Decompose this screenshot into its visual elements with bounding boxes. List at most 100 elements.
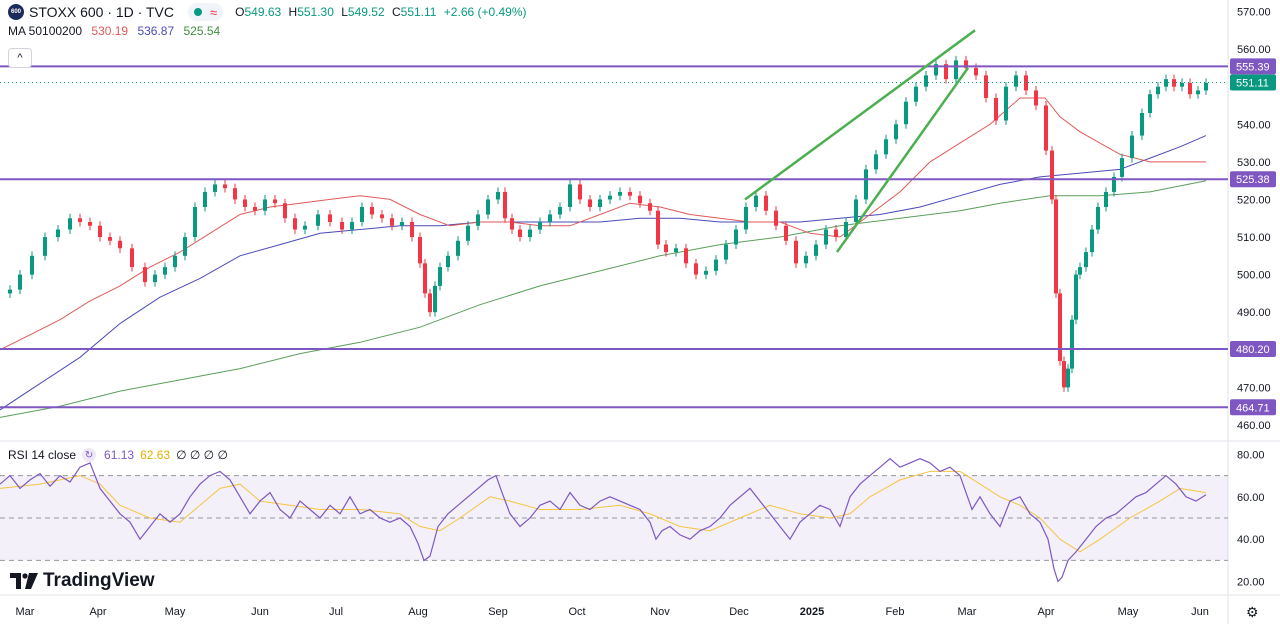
candle-body xyxy=(213,184,217,192)
trendline xyxy=(744,29,976,201)
candle-body xyxy=(390,218,394,226)
candle-body xyxy=(466,225,470,241)
candle-body xyxy=(118,240,122,249)
candle-body xyxy=(223,184,227,189)
candle-body xyxy=(1044,105,1048,151)
candle-body xyxy=(824,229,828,245)
candle-body xyxy=(193,206,197,238)
candle-body xyxy=(568,184,572,207)
candle-body xyxy=(648,203,652,211)
candle-body xyxy=(638,195,642,204)
candle-body xyxy=(844,222,848,238)
time-tick-label: Apr xyxy=(1037,606,1054,618)
rsi-tick-label: 80.00 xyxy=(1237,449,1265,461)
level-price-label: 555.39 xyxy=(1236,61,1270,73)
time-tick-label: Mar xyxy=(958,606,977,618)
candle-body xyxy=(694,263,698,275)
candle-body xyxy=(8,289,12,294)
candle-body xyxy=(714,259,718,271)
candle-body xyxy=(438,267,442,286)
symbol-title[interactable]: STOXX 600 · 1D · TVC xyxy=(29,4,174,20)
candle-body xyxy=(1188,82,1192,95)
candle-body xyxy=(854,199,858,222)
candle-body xyxy=(410,222,414,238)
candle-body xyxy=(684,248,688,264)
candle-body xyxy=(78,218,82,222)
ma200-value: 525.54 xyxy=(183,24,221,38)
candle-body xyxy=(476,214,480,226)
candle-body xyxy=(994,97,998,121)
candle-body xyxy=(328,214,332,222)
time-tick-label: Dec xyxy=(729,606,749,618)
rsi-settings-icon[interactable]: ↻ xyxy=(82,448,97,462)
candle-body xyxy=(1156,86,1160,95)
candle-body xyxy=(984,75,988,98)
level-price-tag xyxy=(1230,341,1276,358)
candle-body xyxy=(1148,94,1152,113)
candle-body xyxy=(964,60,968,68)
candle-body xyxy=(293,218,297,230)
candle-body xyxy=(1164,79,1168,87)
time-tick-label: Jul xyxy=(329,606,343,618)
candle-body xyxy=(1204,82,1208,91)
candle-body xyxy=(904,101,908,125)
candle-body xyxy=(934,64,938,76)
candle-body xyxy=(744,206,748,230)
candle-body xyxy=(400,222,404,226)
trendline xyxy=(835,67,970,253)
candle-body xyxy=(1172,79,1176,87)
candle-body xyxy=(1004,86,1008,121)
time-tick-label: 2025 xyxy=(800,606,824,618)
candle-body xyxy=(108,237,112,241)
price-tick-label: 510.00 xyxy=(1237,232,1271,244)
candle-body xyxy=(1066,368,1070,388)
candle-body xyxy=(486,199,490,215)
candle-body xyxy=(558,206,562,215)
candle-body xyxy=(724,244,728,260)
candle-body xyxy=(143,267,147,283)
candle-body xyxy=(794,240,798,264)
candle-body xyxy=(163,267,167,275)
price-tick-label: 470.00 xyxy=(1237,382,1271,394)
market-status-pill[interactable]: ≈ xyxy=(187,3,224,21)
candle-body xyxy=(30,255,34,275)
rsi-line xyxy=(0,457,1207,583)
candle-body xyxy=(340,222,344,230)
candle-body xyxy=(1070,319,1074,369)
rsi-label: RSI 14 close xyxy=(8,448,77,462)
ma100-value: 536.87 xyxy=(137,24,175,38)
candle-body xyxy=(68,218,72,230)
rsi-tick-label: 40.00 xyxy=(1237,534,1265,546)
candle-body xyxy=(153,274,157,283)
collapse-legend-button[interactable]: ^ xyxy=(8,48,32,68)
tradingview-logo[interactable]: TradingView xyxy=(10,570,155,592)
candle-body xyxy=(503,191,507,219)
candle-body xyxy=(664,244,668,253)
candle-body xyxy=(428,293,432,313)
settings-gear-icon[interactable]: ⚙ xyxy=(1246,604,1259,620)
candle-body xyxy=(1084,252,1088,268)
candle-body xyxy=(814,244,818,256)
candle-body xyxy=(43,237,47,256)
candle-body xyxy=(884,139,888,155)
symbol-logo-icon: 600 xyxy=(8,4,24,20)
chart-header: 600 STOXX 600 · 1D · TVC ≈ O549.63 H551.… xyxy=(8,2,531,22)
candle-body xyxy=(1140,113,1144,136)
candle-body xyxy=(1104,191,1108,207)
candle-body xyxy=(954,60,958,80)
candle-body xyxy=(1054,199,1058,294)
price-tick-label: 500.00 xyxy=(1237,270,1271,282)
candle-body xyxy=(183,237,187,256)
candle-body xyxy=(1034,90,1038,106)
price-tick-label: 460.00 xyxy=(1237,420,1271,432)
candle-body xyxy=(263,199,267,211)
price-tick-label: 540.00 xyxy=(1237,119,1271,131)
time-tick-label: Nov xyxy=(650,606,670,618)
candle-body xyxy=(273,199,277,204)
rsi-value: 61.13 xyxy=(104,448,135,462)
candle-body xyxy=(418,237,422,264)
time-tick-label: Jun xyxy=(1191,606,1209,618)
ma50-line xyxy=(0,97,1206,351)
candle-body xyxy=(380,214,384,219)
